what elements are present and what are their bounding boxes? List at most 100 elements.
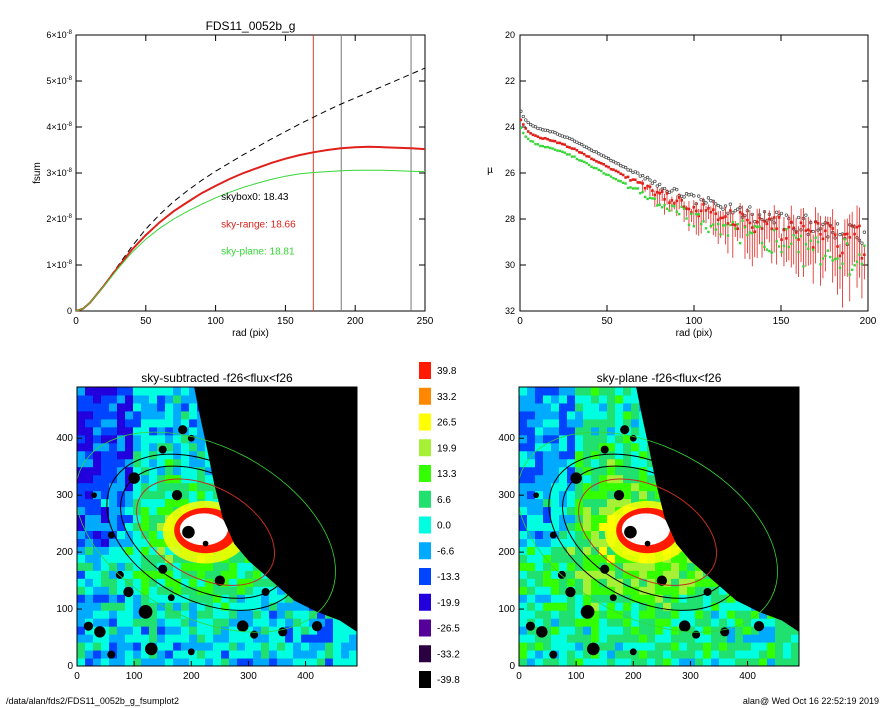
mu-point-black: [628, 168, 633, 172]
left-image-cell: [189, 594, 198, 603]
right-image-cell: [631, 490, 640, 500]
left-image-cell: [125, 602, 134, 611]
mu-point-green: [536, 143, 540, 146]
left-image-cell: [141, 658, 150, 666]
left-image-cell: [157, 626, 166, 635]
mu-point-black: [748, 205, 752, 209]
left-image-cell: [141, 586, 150, 595]
left-image-cell: [109, 482, 118, 492]
mu-point-green: [658, 203, 661, 206]
right-image-cell: [551, 626, 560, 635]
left-image-cell: [149, 458, 158, 468]
right-image-cell: [671, 602, 680, 611]
left-image-cell: [181, 650, 190, 659]
left-image-cell: [277, 594, 286, 603]
right-image-cell: [551, 442, 560, 452]
mu-point-red: [599, 161, 603, 165]
right-image-cell: [631, 602, 640, 611]
right-image-cell: [631, 642, 640, 651]
right-image-cell: [639, 474, 648, 484]
right-image-cell: [559, 642, 568, 651]
left-image-cell: [189, 570, 198, 579]
mu-point-red: [563, 143, 567, 146]
left-image-cell: [125, 482, 134, 492]
left-image-cell: [173, 626, 182, 635]
left-image-cell: [205, 458, 214, 468]
mu-point-black: [714, 202, 718, 206]
right-image-cell: [751, 642, 760, 651]
right-image-cell: [711, 594, 720, 603]
mu-point-black: [616, 162, 620, 166]
left-image-cell: [149, 586, 158, 595]
right-image-cell: [735, 626, 744, 635]
right-image-cell: [551, 402, 560, 412]
left-image-cell: [109, 458, 118, 468]
left-image-cell: [133, 410, 142, 420]
right-image-cell: [551, 554, 560, 563]
right-image-cell: [567, 658, 576, 666]
mu-xtick-label: 50: [601, 316, 613, 327]
right-image-cell: [615, 610, 624, 619]
left-image-cell: [85, 387, 94, 396]
left-image-mask-star: [182, 525, 195, 539]
left-image-cell: [157, 506, 166, 516]
right-image-cell: [575, 482, 584, 492]
mu-point-red: [687, 207, 691, 211]
right-image-cell: [559, 434, 568, 444]
left-image-cell: [181, 642, 190, 651]
right-image-cell: [671, 642, 680, 651]
left-image-cell: [237, 602, 246, 611]
right-image-cell: [583, 522, 592, 531]
right-image-cell: [615, 410, 624, 420]
left-image-cell: [141, 514, 150, 524]
mu-point-black: [704, 201, 708, 205]
mu-point-green: [621, 181, 625, 185]
left-image-cell: [181, 658, 190, 666]
left-image-cell: [181, 626, 190, 635]
right-image-cell: [639, 418, 648, 428]
right-image-cell: [599, 434, 608, 444]
left-image-cell: [125, 650, 134, 659]
mu-point-green: [831, 259, 834, 262]
right-image-cell: [591, 586, 600, 595]
left-image-mask-star: [107, 531, 115, 539]
left-image-cell: [85, 602, 94, 611]
left-image-cell: [205, 658, 214, 666]
right-image-cell: [719, 602, 728, 611]
right-image-cell: [751, 618, 760, 627]
mu-point-black: [675, 188, 679, 192]
left-image-cell: [85, 594, 94, 603]
right-image-cell: [567, 458, 576, 468]
right-image-cell: [567, 490, 576, 500]
left-image-cell: [325, 634, 334, 643]
right-image-cell: [591, 474, 600, 484]
left-image-cell: [277, 650, 286, 659]
mu-xtick-label: 150: [773, 316, 790, 327]
mu-point-black: [520, 109, 523, 113]
mu-point-red: [665, 192, 669, 195]
left-image-cell: [229, 586, 238, 595]
right-image-cell: [623, 458, 632, 468]
colorbar-swatch: [419, 568, 431, 585]
left-image-cell: [125, 426, 134, 436]
right-image-cell: [687, 650, 696, 659]
right-image-cell: [671, 570, 680, 579]
right-image-cell: [711, 618, 720, 627]
left-image-cell: [85, 474, 94, 484]
left-image-cell: [157, 538, 166, 547]
right-image-cell: [559, 562, 568, 571]
left-image-cell: [197, 442, 206, 452]
mu-point-red: [709, 210, 713, 214]
left-image-cell: [101, 434, 110, 444]
right-image-cell: [639, 482, 648, 492]
left-image-cell: [181, 442, 190, 452]
left-image-cell: [165, 490, 174, 500]
left-image-cell: [229, 602, 238, 611]
right-image-cell: [607, 618, 616, 627]
mu-point-red: [819, 232, 822, 236]
right-image-cell: [575, 394, 584, 404]
mu-point-red: [807, 228, 810, 231]
right-image-mask-star: [536, 626, 548, 638]
left-image-cell: [269, 578, 278, 587]
